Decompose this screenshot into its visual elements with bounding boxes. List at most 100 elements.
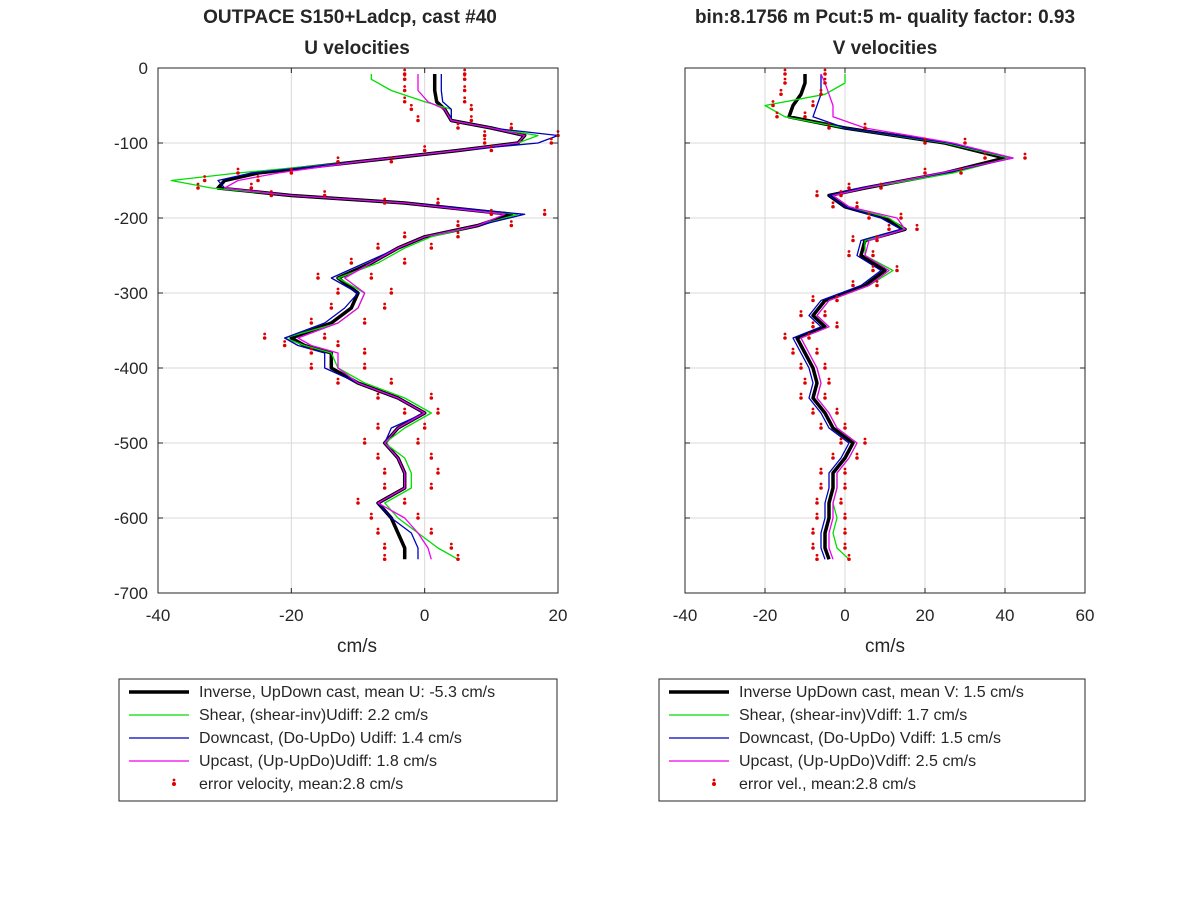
v-xtick-label: 60: [1076, 606, 1095, 625]
u-error-point: [323, 190, 327, 193]
u-error-point: [196, 186, 200, 190]
left-title-line2: U velocities: [304, 38, 410, 59]
u-error-point: [329, 306, 334, 310]
v-error-point: [831, 452, 835, 456]
v-error-point: [867, 216, 871, 220]
u-error-point: [382, 201, 387, 205]
u-error-point: [382, 471, 387, 475]
u-error-point: [402, 501, 407, 505]
v-error-point: [835, 407, 839, 411]
v-error-point: [811, 546, 815, 550]
u-error-point: [403, 85, 407, 88]
u-error-point: [336, 159, 340, 164]
u-error-point: [489, 145, 493, 148]
u-error-point: [262, 336, 267, 340]
v-error-point: [851, 280, 855, 283]
u-error-point: [456, 223, 460, 228]
v-error-point: [823, 392, 827, 396]
u-error-point: [249, 186, 254, 190]
v-error-point: [815, 193, 819, 198]
u-error-point: [456, 553, 460, 557]
u-error-point: [316, 272, 320, 276]
u-error-point: [463, 68, 467, 72]
v-error-point: [811, 298, 815, 303]
u-error-point: [402, 411, 407, 415]
v-legend-error-label: error vel., mean:2.8 cm/s: [739, 776, 916, 793]
u-error-point: [402, 234, 407, 239]
u-error-point: [202, 178, 207, 183]
u-error-point: [309, 317, 313, 321]
v-error-point: [1023, 156, 1027, 160]
v-error-point: [923, 167, 927, 171]
v-error-point: [879, 186, 883, 190]
v-series: [764, 68, 1027, 562]
u-error-point: [463, 85, 467, 88]
u-error-point: [382, 486, 387, 490]
u-error-point: [363, 362, 367, 366]
v-error-point: [835, 298, 839, 303]
v-error-point: [827, 126, 831, 130]
v-error-point: [863, 437, 867, 441]
v-error-point: [831, 204, 835, 209]
v-error-point: [811, 103, 815, 108]
v-error-point: [875, 235, 879, 238]
v-error-point: [875, 238, 879, 243]
v-error-point: [783, 81, 787, 85]
u-error-point: [403, 68, 407, 72]
v-error-point: [815, 512, 819, 516]
u-error-point: [483, 137, 487, 141]
v-error-point: [887, 227, 891, 232]
u-error-point: [482, 133, 487, 138]
u-error-point: [509, 122, 513, 126]
v-error-point: [923, 141, 927, 145]
v-error-point: [839, 441, 843, 445]
u-error-point: [429, 246, 434, 250]
u-error-point: [329, 302, 333, 306]
right-title-line2: V velocities: [833, 38, 938, 59]
v-error-point: [803, 381, 807, 385]
u-error-point: [456, 231, 460, 235]
u-error-point: [236, 171, 240, 175]
v-error-point: [815, 553, 819, 557]
u-error-point: [376, 422, 380, 426]
u-error-point: [402, 99, 407, 104]
v-error-point: [823, 362, 827, 366]
u-error-point: [436, 471, 440, 475]
v-error-point: [863, 441, 867, 445]
u-error-point: [409, 107, 414, 112]
v-error-point: [835, 295, 839, 298]
u-error-point: [389, 377, 393, 381]
u-error-point: [382, 546, 387, 550]
u-error-point: [309, 351, 314, 355]
u-error-point: [196, 182, 200, 186]
v-error-point: [815, 351, 819, 355]
v-ticks: -40 -20 0 20 40 60: [673, 67, 1095, 625]
u-ytick-label: -200: [114, 209, 148, 228]
u-error-point: [362, 441, 367, 445]
v-error-point: [843, 546, 847, 550]
u-error-point: [463, 96, 467, 100]
u-legend-error-label: error velocity, mean:2.8 cm/s: [199, 776, 403, 793]
v-error-point: [819, 471, 823, 475]
v-error-point: [771, 103, 775, 108]
u-error-point: [362, 351, 367, 355]
v-error-point: [847, 250, 851, 253]
u-error-point: [416, 512, 420, 516]
u-error-point: [363, 437, 367, 441]
v-error-point: [851, 283, 855, 288]
v-error-point: [811, 527, 815, 531]
v-error-point: [843, 467, 847, 471]
v-error-point: [843, 527, 847, 531]
v-error-point: [823, 68, 827, 72]
u-error-point: [383, 302, 387, 306]
u-error-point: [402, 77, 407, 82]
v-error-point: [871, 268, 875, 273]
u-error-point: [376, 456, 380, 460]
v-legend-error-marker: [712, 782, 716, 786]
v-error-point: [799, 362, 803, 366]
u-error-point: [336, 340, 340, 343]
u-error-point: [376, 531, 380, 535]
v-error-point: [819, 92, 823, 97]
u-legend: Inverse, UpDown cast, mean U: -5.3 cm/s S…: [118, 678, 558, 802]
u-error-point: [403, 257, 407, 261]
